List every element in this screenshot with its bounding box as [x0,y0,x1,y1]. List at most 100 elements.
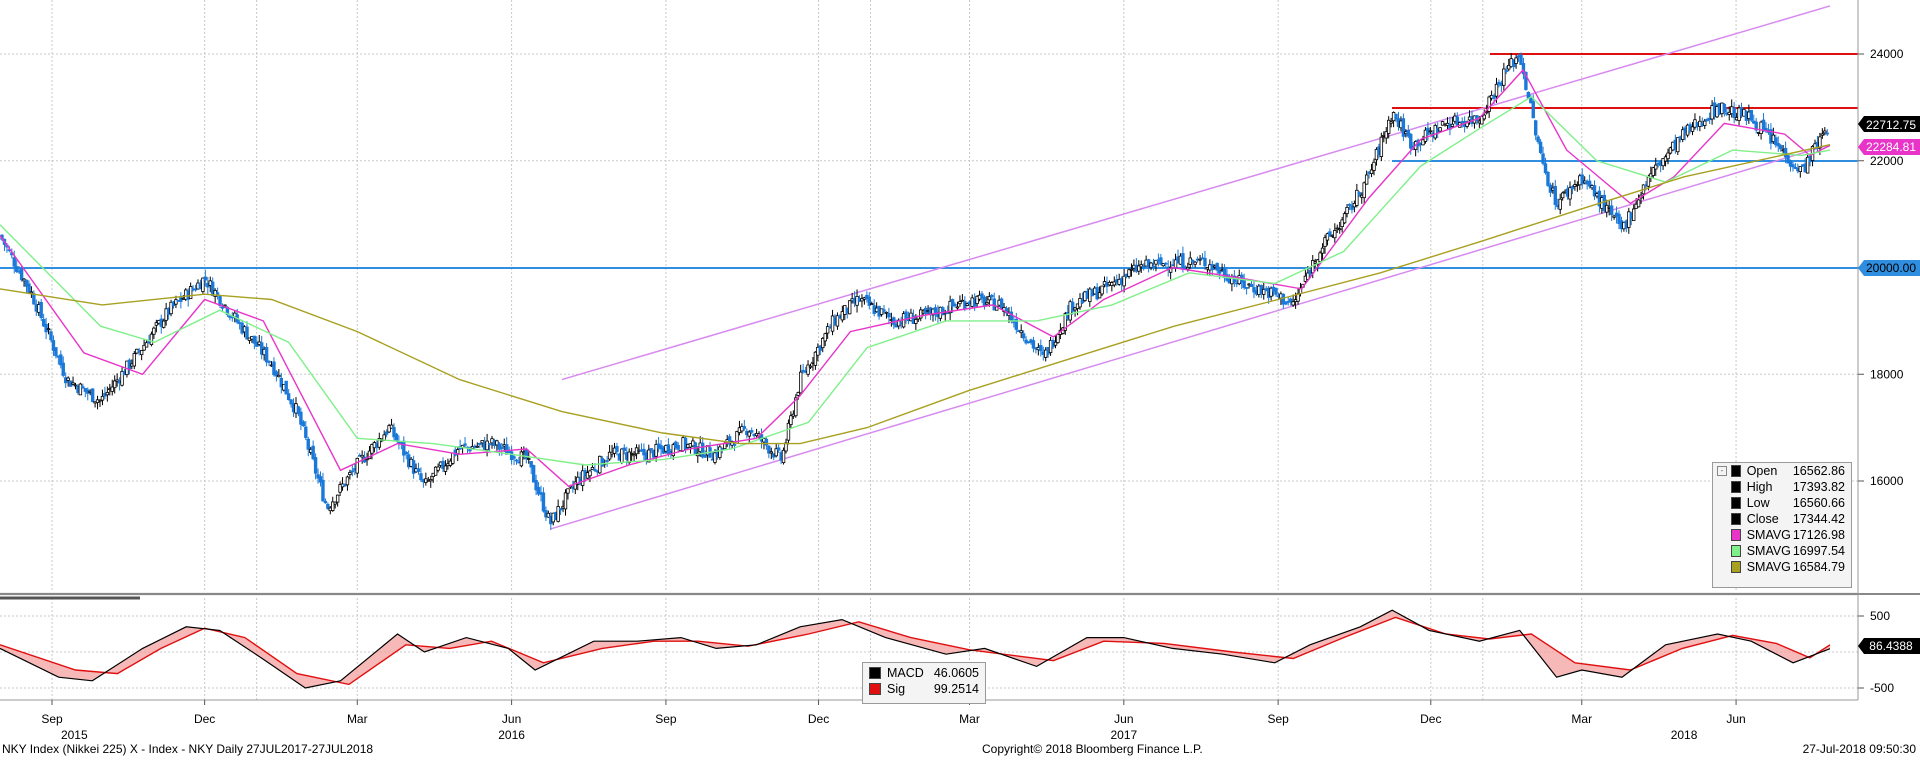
candle-body [882,309,886,312]
candle-body [1825,132,1829,135]
candle-body [436,466,440,471]
candle-body [169,301,173,315]
candle-body [345,476,350,486]
x-month-label: Jun [1726,712,1745,726]
candle-body [818,345,822,351]
level-20000-tag-text: 20000.00 [1866,261,1916,275]
candle-body [764,438,769,446]
candle-body [1080,299,1085,304]
candle-body [1409,133,1413,149]
candle-body [32,293,36,305]
candle-body [1546,171,1550,186]
candle-body [215,292,220,295]
candle-body [946,312,950,315]
legend-minimize-icon[interactable]: - [1717,466,1727,476]
candle-body [941,307,945,316]
candle-body [1151,265,1156,268]
candle-body [245,326,249,340]
candle-body [487,443,492,446]
candle-body [1338,228,1342,231]
candle-body [524,449,528,460]
legend-value: 46.0605 [933,666,979,680]
candle-body [1428,130,1433,133]
candle-body [933,307,938,316]
candle-body [1269,287,1273,297]
legend-row-sma2: SMAVG 16997.54 [1713,543,1851,559]
candle-body [1754,121,1758,131]
y-tick-label: 16000 [1870,474,1904,488]
candle-body [774,448,778,457]
candle-body [1401,118,1406,137]
candle-body [1494,83,1499,97]
candle-body [279,378,283,388]
y-tick-label: -500 [1870,681,1894,695]
candle-body [806,364,810,375]
candle-body [1154,259,1158,265]
x-month-label: Sep [1267,712,1289,726]
candle-body [799,371,803,394]
candle-body [958,301,962,305]
candle-body [848,300,852,315]
candle-body [980,293,984,299]
candle-body [1636,199,1641,208]
candle-body [620,448,624,463]
candle-body [1676,137,1680,153]
candle-body [990,294,994,298]
footer-copyright: Copyright© 2018 Bloomberg Finance L.P. [982,742,1203,756]
candle-body [659,445,663,450]
legend-row-sig: Sig 99.2514 [863,681,985,697]
candle-body [46,328,51,331]
candle-body [647,449,651,463]
legend-row-open: Open 16562.86 [1713,463,1851,479]
candle-body [1350,205,1354,210]
candle-body [590,466,595,470]
candle-body [808,365,813,368]
candle-body [955,306,960,309]
candle-body [1507,64,1511,70]
candle-body [1112,281,1116,286]
candle-body [769,451,773,454]
candle-body [1558,198,1562,210]
candle-body [541,492,546,512]
x-month-label: Dec [194,712,215,726]
candle-body [1823,130,1827,134]
candle-body [19,268,24,281]
legend-label: Low [1746,496,1770,510]
candle-body [884,311,889,314]
candle-body [1191,260,1195,262]
candle-body [914,319,918,324]
sma-price-tag: 22284.81 [1858,139,1920,155]
candle-body [348,472,352,476]
legend-row-sma3: SMAVG 16584.79 [1713,559,1851,575]
candle-body [781,449,786,464]
candle-body [301,421,306,427]
candle-body [274,371,279,377]
x-month-label: Sep [655,712,677,726]
candle-body [27,283,31,293]
candle-body [713,452,717,463]
candle-body [703,454,707,458]
candle-body [1690,126,1695,132]
trend-channel-line [561,5,1831,381]
candle-body [975,295,979,304]
legend-swatch-icon [1731,529,1741,541]
candle-body [674,441,678,449]
candle-body [1783,147,1788,158]
legend-value: 99.2514 [933,682,979,696]
candle-body [1039,345,1043,352]
candle-body [1369,169,1374,174]
candle-body [546,512,551,518]
candle-body [14,266,19,272]
candle-body [404,452,408,455]
x-month-label: Mar [959,712,980,726]
candle-body [1347,203,1352,206]
x-month-label: Jun [502,712,521,726]
legend-value: 16562.86 [1792,464,1845,478]
candle-body [840,311,845,321]
candle-body [1818,136,1822,149]
candle-body [514,459,519,462]
legend-swatch-icon [869,683,881,695]
candle-body [1193,261,1197,265]
legend-row-high: High 17393.82 [1713,479,1851,495]
macd-y-axis: 500 -500 [1858,609,1894,695]
